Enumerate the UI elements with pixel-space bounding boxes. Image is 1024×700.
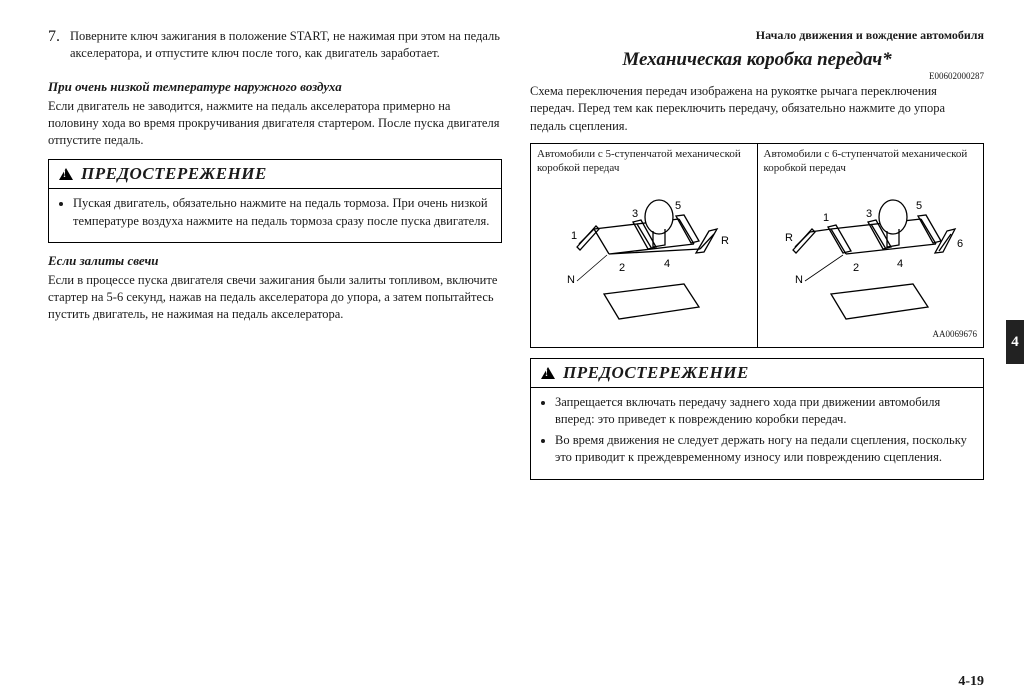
gear-panel-5speed: Автомобили с 5-ступенчатой механической … xyxy=(531,144,757,347)
step-7-text: Поверните ключ зажигания в положение STA… xyxy=(70,28,502,63)
gear-panel-5speed-caption: Автомобили с 5-ступенчатой механической … xyxy=(537,148,751,176)
caution-body-left: Пуская двигатель, обязательно нажмите на… xyxy=(49,189,501,242)
cold-start-heading: При очень низкой температуре наружного в… xyxy=(48,79,502,95)
gear-label: 3 xyxy=(632,208,638,220)
gear-label: R xyxy=(721,235,729,247)
figure-id: AA0069676 xyxy=(764,329,978,340)
gear-5speed-diagram: 1 3 5 2 4 R N xyxy=(537,179,751,329)
gear-6speed-diagram: 1 3 5 2 4 6 R N xyxy=(764,179,978,329)
caution-box-right: ПРЕДОСТЕРЕЖЕНИЕ Запрещается включать пер… xyxy=(530,358,984,480)
caution-body-right: Запрещается включать передачу заднего хо… xyxy=(531,388,983,479)
cold-start-text: Если двигатель не заводится, нажмите на … xyxy=(48,98,502,150)
step-7: 7. Поверните ключ зажигания в положение … xyxy=(48,28,502,69)
right-column: Начало движения и вождение автомобиля Ме… xyxy=(530,28,984,480)
flooded-plugs-heading: Если залиты свечи xyxy=(48,253,502,269)
caution-title-left: ПРЕДОСТЕРЕЖЕНИЕ xyxy=(49,160,501,189)
gear-label: 5 xyxy=(675,200,681,212)
page-body: 7. Поверните ключ зажигания в положение … xyxy=(0,0,1024,490)
gear-label: 4 xyxy=(897,258,903,270)
gear-label: R xyxy=(785,232,793,244)
gear-label: 5 xyxy=(916,200,922,212)
gear-label: 4 xyxy=(664,258,670,270)
gear-label: N xyxy=(795,274,803,286)
section-title: Механическая коробка передач* xyxy=(530,49,984,71)
caution-item-left: Пуская двигатель, обязательно нажмите на… xyxy=(73,195,491,230)
document-number: E00602000287 xyxy=(530,71,984,81)
gear-label: 1 xyxy=(823,212,829,224)
left-column: 7. Поверните ключ зажигания в положение … xyxy=(48,28,502,480)
gear-shift-figure: Автомобили с 5-ступенчатой механической … xyxy=(530,143,984,348)
running-header: Начало движения и вождение автомобиля xyxy=(530,28,984,43)
section-tab: 4 xyxy=(1006,320,1024,364)
flooded-plugs-text: Если в процессе пуска двигателя свечи за… xyxy=(48,272,502,324)
warning-icon xyxy=(541,367,555,379)
gear-label: 2 xyxy=(619,262,625,274)
caution-item-right-2: Во время движения не следует держать ног… xyxy=(555,432,973,467)
gear-panel-6speed-caption: Автомобили с 6-ступенчатой механической … xyxy=(764,148,978,176)
caution-box-left: ПРЕДОСТЕРЕЖЕНИЕ Пуская двигатель, обязат… xyxy=(48,159,502,243)
page-number: 4-19 xyxy=(958,674,984,690)
gear-label: 6 xyxy=(957,238,963,250)
gear-label: 1 xyxy=(571,230,577,242)
caution-item-right-1: Запрещается включать передачу заднего хо… xyxy=(555,394,973,429)
gear-label: 3 xyxy=(866,208,872,220)
gear-label: N xyxy=(567,274,575,286)
section-tab-label: 4 xyxy=(1011,334,1019,351)
caution-title-right: ПРЕДОСТЕРЕЖЕНИЕ xyxy=(531,359,983,388)
warning-icon xyxy=(59,168,73,180)
caution-title-left-text: ПРЕДОСТЕРЕЖЕНИЕ xyxy=(81,164,267,184)
gear-panel-6speed: Автомобили с 6-ступенчатой механической … xyxy=(757,144,984,347)
caution-title-right-text: ПРЕДОСТЕРЕЖЕНИЕ xyxy=(563,363,749,383)
step-7-number: 7. xyxy=(48,28,62,69)
section-intro: Схема переключения передач изображена на… xyxy=(530,83,984,135)
gear-label: 2 xyxy=(853,262,859,274)
